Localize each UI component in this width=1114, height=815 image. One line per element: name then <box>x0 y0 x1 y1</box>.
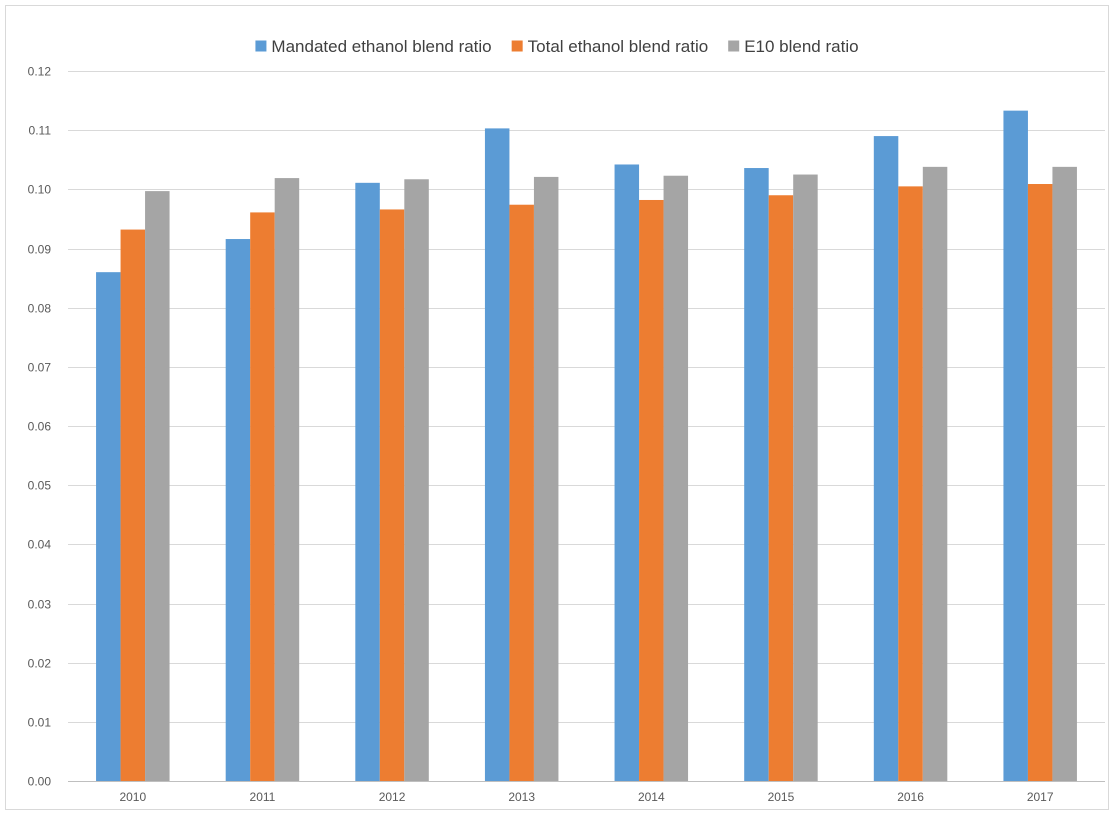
x-tick-label: 2017 <box>1027 790 1054 804</box>
y-tick-label: 0.10 <box>28 183 52 197</box>
x-axis-tick-labels: 2010 2011 2012 2013 2014 2015 2016 2017 <box>119 790 1053 804</box>
legend-swatch <box>728 40 740 52</box>
bar-mandated-ethanol-blend-ratio-2012 <box>355 182 380 781</box>
bar-mandated-ethanol-blend-ratio-2014 <box>614 164 640 782</box>
x-tick-label: 2015 <box>768 790 795 804</box>
bar-e10-blend-ratio-2014 <box>663 175 689 782</box>
bar-mandated-ethanol-blend-ratio-2010 <box>96 272 121 781</box>
legend-swatch <box>511 40 523 52</box>
y-tick-label: 0.11 <box>29 124 52 138</box>
bar-e10-blend-ratio-2012 <box>404 179 429 781</box>
x-tick-label: 2011 <box>250 790 276 804</box>
bar-e10-blend-ratio-2013 <box>533 176 559 781</box>
bar-total-ethanol-blend-ratio-2012 <box>379 209 405 781</box>
legend-label: E10 blend ratio <box>744 37 858 56</box>
bar-mandated-ethanol-blend-ratio-2011 <box>225 239 251 781</box>
bar-mandated-ethanol-blend-ratio-2017 <box>1003 110 1028 781</box>
x-tick-label: 2016 <box>897 790 924 804</box>
bar-e10-blend-ratio-2017 <box>1052 166 1077 782</box>
gridlines <box>68 71 1105 782</box>
bar-total-ethanol-blend-ratio-2017 <box>1027 184 1053 781</box>
bar-e10-blend-ratio-2010 <box>145 191 170 782</box>
y-axis-tick-labels: 0.00 0.01 0.02 0.03 0.04 0.05 0.06 0.07 0.08 0.09… <box>28 65 52 789</box>
bars <box>96 110 1077 782</box>
legend-label: Total ethanol blend ratio <box>528 37 709 56</box>
bar-mandated-ethanol-blend-ratio-2015 <box>744 168 769 781</box>
x-tick-label: 2012 <box>379 790 406 804</box>
bar-total-ethanol-blend-ratio-2011 <box>250 212 275 781</box>
bar-mandated-ethanol-blend-ratio-2013 <box>484 128 510 781</box>
y-tick-label: 0.12 <box>28 65 52 79</box>
bar-e10-blend-ratio-2015 <box>793 174 818 782</box>
bar-e10-blend-ratio-2011 <box>274 178 300 782</box>
legend: Mandated ethanol blend ratio Total ethano… <box>255 37 859 56</box>
y-tick-label: 0.04 <box>28 538 52 552</box>
y-tick-label: 0.01 <box>28 716 52 730</box>
y-tick-label: 0.09 <box>28 243 52 257</box>
x-tick-label: 2013 <box>508 790 535 804</box>
bar-mandated-ethanol-blend-ratio-2016 <box>873 136 899 781</box>
x-tick-label: 2014 <box>638 790 665 804</box>
bar-total-ethanol-blend-ratio-2014 <box>639 199 664 782</box>
y-tick-label: 0.05 <box>28 479 52 493</box>
bar-total-ethanol-blend-ratio-2015 <box>768 195 794 781</box>
legend-swatch <box>255 40 267 52</box>
legend-label: Mandated ethanol blend ratio <box>271 37 491 56</box>
y-tick-label: 0.06 <box>28 420 52 434</box>
y-tick-label: 0.03 <box>28 598 52 612</box>
y-tick-label: 0.02 <box>28 657 52 671</box>
bar-total-ethanol-blend-ratio-2013 <box>509 204 534 782</box>
y-tick-label: 0.07 <box>28 361 52 375</box>
y-tick-label: 0.00 <box>28 775 52 789</box>
bar-total-ethanol-blend-ratio-2010 <box>120 229 146 781</box>
bar-e10-blend-ratio-2016 <box>922 166 948 782</box>
bar-total-ethanol-blend-ratio-2016 <box>898 186 923 781</box>
y-tick-label: 0.08 <box>28 302 52 316</box>
x-tick-label: 2010 <box>119 790 146 804</box>
